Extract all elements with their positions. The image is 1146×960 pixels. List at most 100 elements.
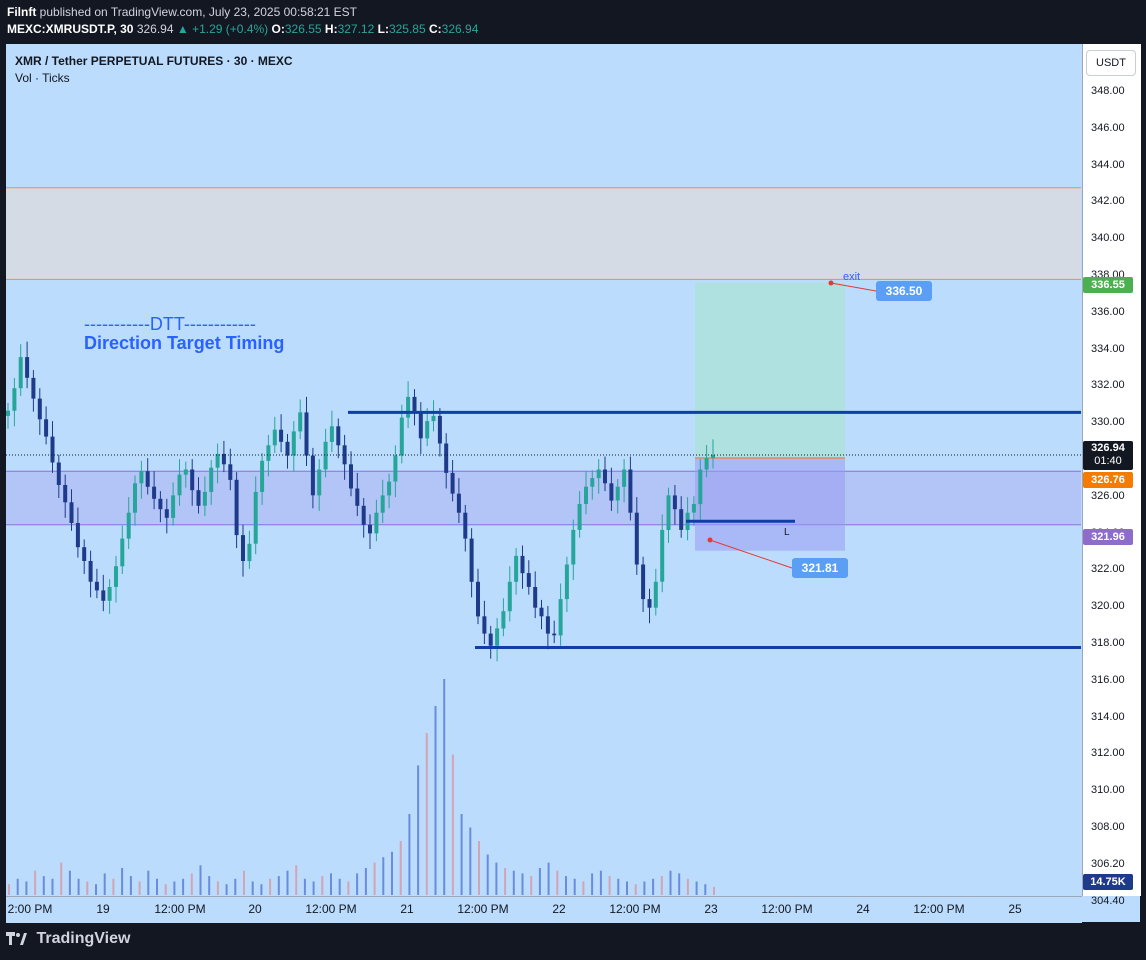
candle-body [317, 469, 322, 496]
volume-bar [42, 876, 45, 895]
volume-bar [478, 841, 480, 895]
volume-legend[interactable]: Vol · Ticks [15, 71, 70, 85]
time-axis[interactable] [6, 896, 1082, 923]
volume-bar [321, 876, 324, 895]
candle-body [641, 564, 646, 600]
volume-bar [269, 878, 272, 895]
volume-bar [382, 857, 385, 895]
price-tick-label: 348.00 [1091, 85, 1125, 97]
candle-body [114, 566, 118, 587]
candle-body [69, 502, 74, 523]
candle-body [412, 396, 417, 413]
stop-price-callout: 321.81 [792, 558, 848, 578]
publish-line: Filnft published on TradingView.com, Jul… [7, 5, 357, 19]
volume-bar [295, 865, 298, 895]
volume-bar [312, 881, 315, 895]
price-tick-label: 342.00 [1091, 195, 1125, 208]
candle-body [285, 441, 290, 456]
volume-bar [338, 878, 341, 895]
price-tick-label: 314.00 [1091, 710, 1125, 723]
time-tick-label: 12:00 PM [457, 902, 509, 916]
candle-body [482, 616, 487, 634]
candle-body [279, 429, 284, 442]
candle-body [431, 415, 436, 422]
volume-bar [216, 881, 219, 895]
candle-body [196, 490, 201, 506]
volume-bar [190, 873, 193, 895]
candle-body [139, 471, 144, 484]
volume-bar [77, 878, 80, 895]
candle-body [514, 555, 519, 582]
volume-bar [652, 878, 655, 895]
candle-body [152, 486, 157, 499]
candle-body [476, 581, 480, 617]
candle-body [660, 529, 665, 582]
candle-body [628, 469, 633, 513]
candle-body [228, 464, 233, 480]
candle-body [711, 454, 715, 458]
tradingview-brand[interactable]: TradingView [36, 930, 131, 947]
volume-bar [182, 878, 185, 895]
currency-button[interactable]: USDT [1086, 50, 1136, 76]
volume-bar [373, 862, 376, 895]
time-tick-label: 24 [856, 902, 870, 916]
price-tick-label: 320.00 [1091, 600, 1125, 613]
open-label: O: [271, 22, 285, 36]
publisher-name[interactable]: Filnft [7, 5, 37, 19]
volume-bar [260, 884, 263, 895]
price-axis[interactable] [1082, 44, 1141, 896]
candle-body [437, 415, 442, 444]
price-tick-label: 308.00 [1091, 821, 1125, 833]
volume-bar [234, 878, 237, 895]
volume-bar [60, 862, 63, 895]
price-tick-label: 332.00 [1091, 379, 1125, 392]
candle-body [164, 509, 169, 518]
time-tick-label: 25 [1008, 902, 1022, 916]
volume-bar [225, 884, 228, 895]
volume-bar [68, 870, 71, 895]
candle-body [393, 455, 398, 482]
candle-body [6, 410, 10, 416]
volume-bar [95, 884, 97, 895]
volume-bar [121, 868, 124, 895]
volume-bar [356, 873, 359, 895]
candle-body [380, 495, 385, 513]
published-text: published on TradingView.com, July 23, 2… [39, 5, 357, 19]
target-connector-line [830, 282, 877, 292]
candle-body [336, 426, 341, 446]
candle-body [590, 478, 595, 487]
volume-bar [129, 876, 132, 895]
volume-bar [417, 765, 420, 895]
volume-bar [347, 881, 350, 895]
volume-bar [538, 868, 541, 895]
time-tick-label: 12:00 PM [154, 902, 206, 916]
volume-bar [86, 881, 89, 895]
volume-bar [669, 870, 672, 895]
volume-bar [695, 881, 698, 895]
volume-bar [599, 870, 602, 895]
candle-body [634, 512, 639, 565]
volume-bar [504, 868, 507, 895]
price-tick-label: 344.00 [1091, 158, 1125, 171]
candle-body [298, 412, 303, 432]
candle-body [647, 599, 652, 608]
candle-body [374, 512, 379, 534]
candle-body [31, 377, 36, 399]
high-value: 327.12 [337, 22, 375, 36]
stop-marker-dot [707, 537, 713, 543]
candle-body [355, 488, 360, 506]
volume-bar [34, 870, 37, 895]
green-price-tag: 336.55 [1083, 277, 1133, 293]
candle-body [88, 561, 93, 582]
price-tick-label: 326.00 [1091, 489, 1125, 502]
candle-body [552, 633, 557, 636]
candle-body [221, 453, 226, 465]
volume-bar [512, 870, 515, 895]
candle-body [450, 472, 455, 494]
chart-legend-title[interactable]: XMR / Tether PERPETUAL FUTURES · 30 · ME… [15, 54, 293, 68]
price-change: +1.29 (+0.4%) [192, 22, 269, 36]
candle-body [209, 467, 214, 492]
volume-bar [277, 876, 280, 895]
volume-bar [199, 865, 202, 895]
